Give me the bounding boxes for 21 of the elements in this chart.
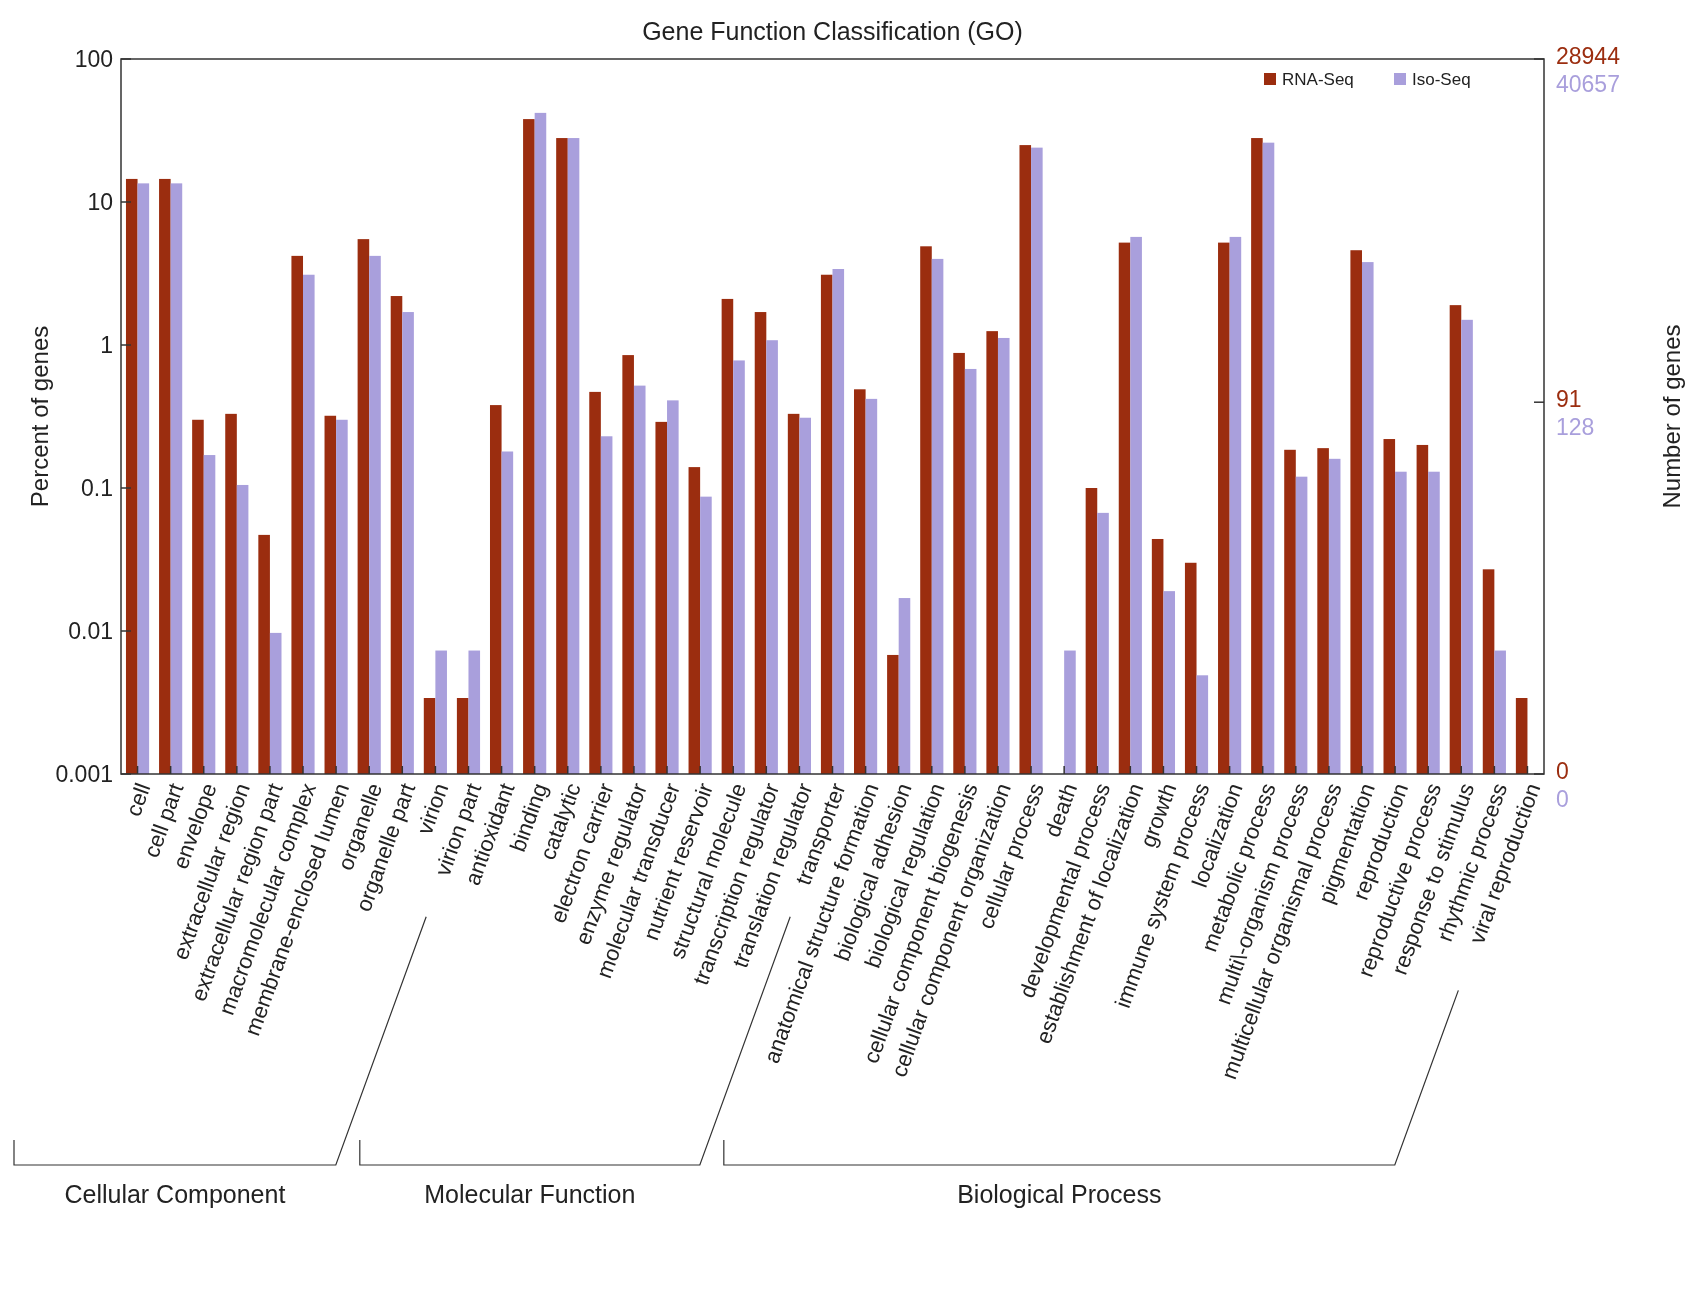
text: Cellular Component: [64, 1180, 286, 1208]
text: 40657: [1556, 70, 1620, 97]
legend-label: Iso-Seq: [1412, 69, 1471, 89]
text: Biological Process: [957, 1180, 1162, 1208]
text: 0: [1556, 757, 1569, 784]
y-tick-label: 10: [87, 189, 113, 216]
y-tick-label: 100: [74, 46, 113, 73]
text: Molecular Function: [424, 1180, 636, 1208]
x-tick-label: cell: [120, 779, 156, 820]
y-tick-label: 1: [100, 332, 113, 359]
chart-title: Gene Function Classification (GO): [642, 17, 1023, 45]
y-tick-label: 0.1: [81, 475, 113, 502]
text: 0: [1556, 785, 1569, 812]
text: 128: [1556, 413, 1595, 440]
y-tick-label: 0.01: [68, 618, 113, 645]
legend-label: RNA-Seq: [1282, 69, 1354, 89]
text: 91: [1556, 385, 1582, 412]
y-tick-label: 0.001: [55, 761, 113, 788]
text: 28944: [1556, 42, 1621, 69]
y2-axis-title: Number of genes: [1658, 324, 1685, 509]
y-axis-title: Percent of genes: [26, 325, 53, 508]
